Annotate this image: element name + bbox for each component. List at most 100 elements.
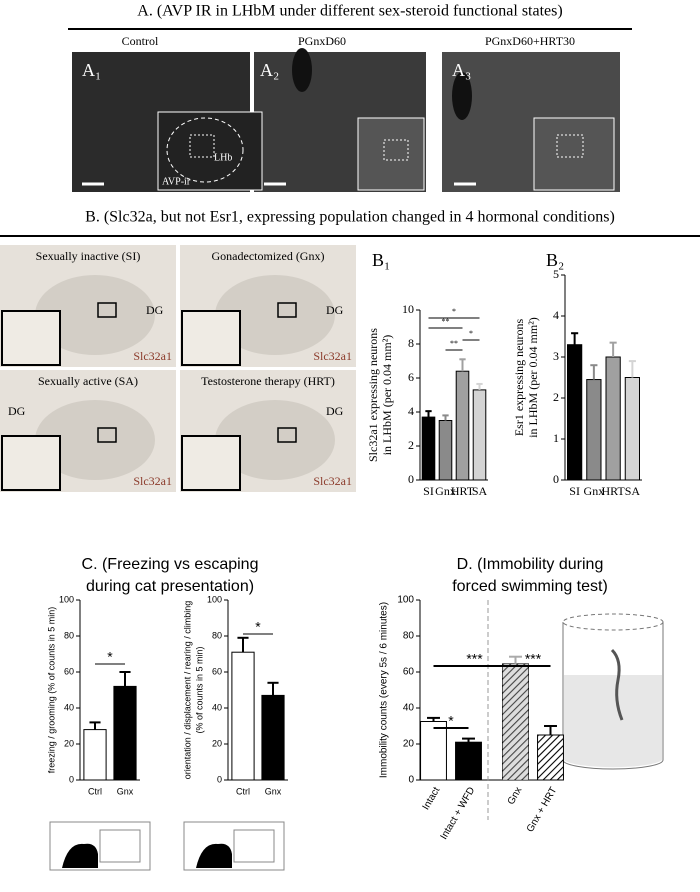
heading: C. (Freezing vs escaping [82,556,259,573]
panel-label: B₁ [372,250,390,270]
chart: 0 1 2 3 4 5 Esr1 expressing neurons in LHbM (pe… [512,250,642,498]
x-tick-label: SI [569,484,580,498]
panel-label: A₂ [260,60,279,80]
inset [357,117,425,191]
significance: *** [466,651,483,667]
caption: Control [122,34,159,48]
gene-label: Slc32a1 [313,349,352,363]
x-tick-label: SA [625,484,641,498]
tissue [35,400,155,480]
y-axis-label: freezing / grooming (% of counts in 5 mi… [46,607,56,774]
x-tick-label: HRT [601,484,625,498]
inset-label: LHb [214,152,232,163]
bar [83,729,107,781]
bar [537,734,564,781]
inset [1,310,61,366]
bar [472,389,487,481]
y-tick-label: 40 [64,702,74,712]
significance: *** [525,651,542,667]
y-tick-label: 20 [64,738,74,748]
gene-label: Slc32a1 [313,474,352,488]
inset-label: AVP-ir [162,176,191,187]
ventricle [292,48,312,92]
x-tick-label: Ctrl [88,786,102,796]
cat [196,843,232,868]
y-tick-label: 80 [403,631,415,642]
roi [277,302,297,318]
x-tick-label: Ctrl [236,786,250,796]
bar [438,420,453,481]
bar [420,721,447,781]
y-tick-label: 8 [408,336,414,350]
y-tick-label: 0 [553,472,559,486]
y-tick-label: 4 [553,308,559,322]
y-tick-label: 60 [403,667,415,678]
region-label: DG [326,303,344,317]
chart: 0 20 40 60 80 100 Immobility counts (every 5s … [379,595,564,842]
x-tick-label: SI [423,484,434,498]
gene-label: Slc32a1 [133,349,172,363]
y-tick-label: 20 [212,738,222,748]
significance: * [469,329,473,338]
y-axis-label: Slc32a1 expressing neurons [366,328,380,462]
mouse [610,648,624,721]
bar [455,741,482,781]
y-tick-label: 10 [402,302,414,316]
y-axis-label: orientation / displacement / rearing / c… [182,601,192,780]
roi [97,302,117,318]
inset [157,111,263,191]
outline [166,117,244,183]
y-tick-label: 2 [408,438,414,452]
region-label: DG [8,404,26,418]
bar [624,377,640,481]
ventricle [452,72,472,120]
x-tick-label: Gnx [506,785,525,806]
bar [261,694,285,781]
roi [556,134,584,158]
significance: * [107,649,113,665]
y-tick-label: 3 [553,349,559,363]
y-tick-label: 40 [212,702,222,712]
y-tick-label: 1 [553,431,559,445]
water [564,675,662,768]
significance: * [255,619,261,635]
heading: during cat presentation) [86,578,254,595]
inset [181,310,241,366]
image-label: Gonadectomized (Gnx) [212,249,325,263]
x-tick-label: SA [472,484,488,498]
roi [189,134,215,158]
y-tick-label: 6 [408,370,414,384]
bar [586,379,602,481]
y-tick-label: 0 [69,774,74,784]
y-tick-label: 0 [408,472,414,486]
chart: 0 2 4 6 8 10 Slc32a1 expressing neurons in LHbM… [366,250,488,498]
x-tick-label: Intact + WFD [439,785,478,841]
y-tick-label: 0 [217,774,222,784]
inset [181,435,241,491]
caption: PGnxD60 [298,34,346,48]
illustration [49,821,285,871]
heading: forced swimming test) [452,578,608,595]
significance: * [452,307,456,316]
x-tick-label: Gnx [435,484,456,498]
y-axis-label: Immobility counts (every 5s / 6 minutes) [379,602,390,778]
x-tick-label: Intact [421,785,443,812]
region-label: DG [326,404,344,418]
image-label: Sexually inactive (SI) [36,249,141,263]
y-axis-label: (% of counts in 5 min) [194,646,204,733]
y-tick-label: 4 [408,404,414,418]
inset [1,435,61,491]
image-label: Sexually active (SA) [38,374,138,388]
tissue [215,275,335,355]
significance: * [448,713,454,729]
panel-label: A₃ [452,60,471,80]
heading: D. (Immobility during [457,556,604,573]
tissue [215,400,335,480]
x-tick-label: Gnx [117,786,134,796]
roi [383,139,409,161]
y-tick-label: 60 [212,666,222,676]
bar [567,344,583,481]
y-tick-label: 5 [553,267,559,281]
